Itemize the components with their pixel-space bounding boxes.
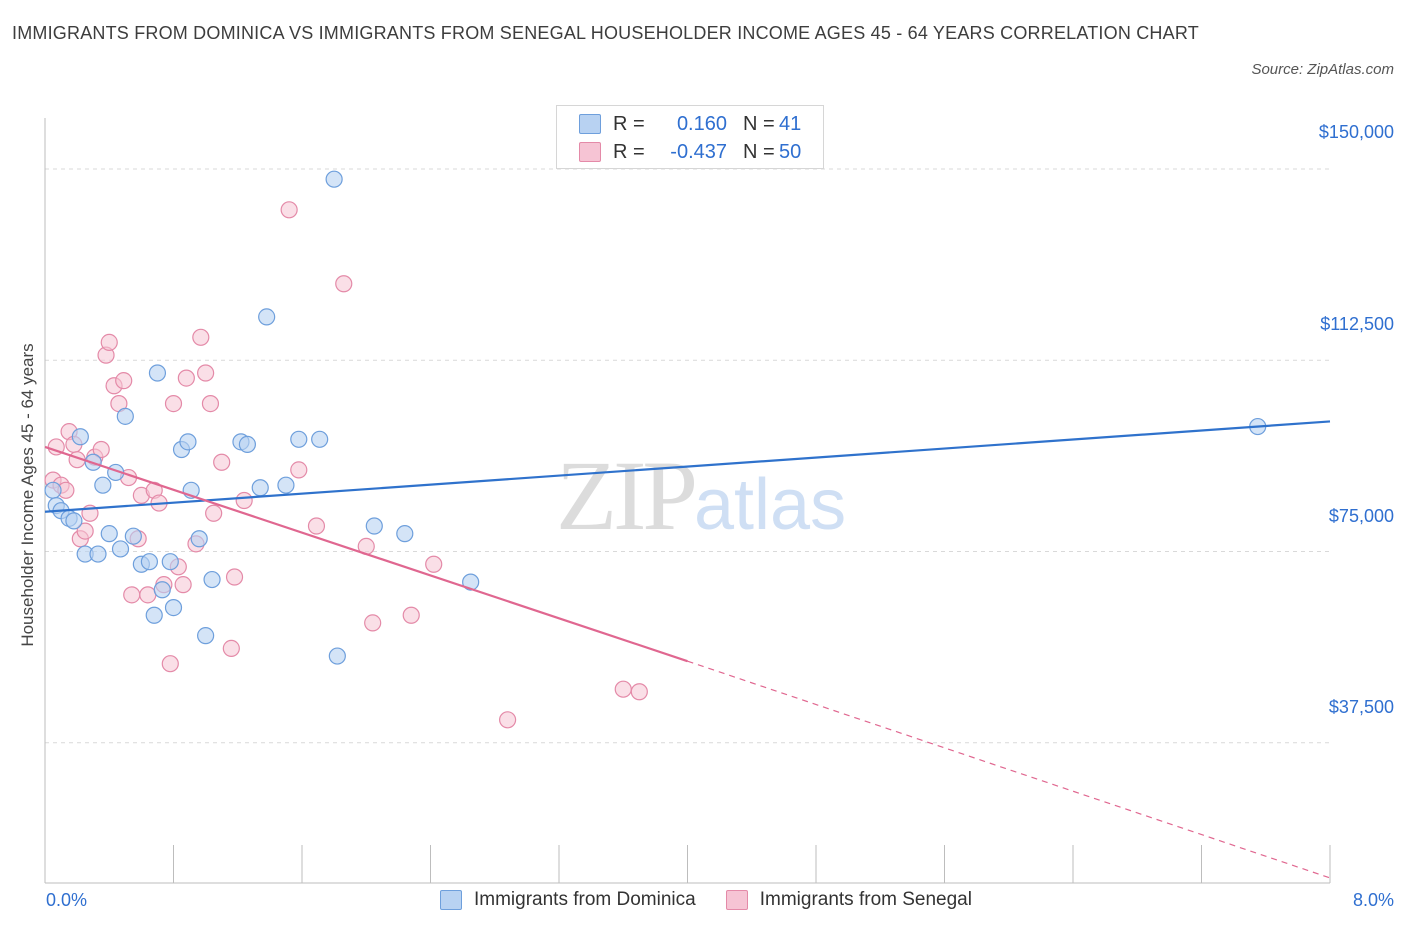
legend-swatch-dominica — [579, 114, 601, 134]
dominica-point — [164, 598, 183, 617]
legend-n-label: N = — [743, 140, 775, 163]
senegal-point — [192, 328, 210, 346]
dominica-point — [197, 627, 215, 645]
senegal-point — [225, 568, 244, 586]
senegal-point — [115, 372, 133, 390]
dominica-point — [251, 479, 269, 497]
senegal-trend-line — [44, 445, 688, 663]
dominica-point — [203, 570, 221, 589]
dominica-point — [94, 476, 112, 494]
dominica-point — [148, 364, 167, 382]
y-tick-label-112500: $112,500 — [1320, 314, 1394, 334]
series-legend-swatch-senegal — [725, 890, 748, 910]
dominica-point — [325, 170, 343, 188]
senegal-point — [222, 639, 240, 658]
dominica-point — [111, 540, 130, 558]
senegal-point — [402, 606, 420, 624]
senegal-point — [161, 655, 179, 673]
series-legend-swatch-dominica — [440, 890, 462, 910]
dominica-point — [44, 481, 62, 499]
dominica-point — [328, 647, 346, 665]
y-tick-label-150000: $150,000 — [1318, 122, 1394, 142]
senegal-point — [425, 555, 443, 573]
senegal-point — [123, 586, 141, 604]
x-tick-label-max: 8.0% — [1352, 890, 1394, 910]
legend-r-label: R = — [613, 140, 645, 163]
source-label: Source: ZipAtlas.com — [1251, 61, 1394, 78]
y-tick-label-75000: $75,000 — [1328, 506, 1394, 526]
senegal-point — [92, 440, 110, 459]
dominica-point — [190, 530, 208, 548]
senegal-point — [177, 369, 195, 387]
series-legend-label-senegal: Immigrants from Senegal — [759, 889, 972, 910]
senegal-point — [164, 395, 183, 413]
senegal-point — [290, 461, 308, 479]
senegal-point — [499, 711, 517, 729]
senegal-point — [307, 517, 326, 535]
y-tick-label-37500: $37,500 — [1328, 697, 1394, 717]
senegal-point — [213, 453, 231, 471]
legend-row-senegal: R = -0.437 N = 50 — [579, 140, 801, 164]
legend-r-value: -0.437 — [670, 140, 727, 163]
dominica-point — [145, 606, 163, 624]
senegal-point — [139, 586, 157, 604]
dominica-point — [116, 407, 134, 425]
dominica-point — [258, 308, 276, 326]
dominica-point — [89, 545, 107, 563]
dominica-point — [290, 430, 308, 448]
watermark-atlas: atlas — [694, 465, 847, 545]
dominica-point — [311, 430, 329, 448]
dominica-point — [100, 525, 118, 543]
legend-n-label: N = — [743, 112, 775, 135]
legend-r-label: R = — [613, 112, 645, 135]
senegal-point — [174, 576, 192, 594]
legend-swatch-senegal — [579, 142, 601, 162]
senegal-point — [201, 395, 220, 413]
dominica-point — [153, 581, 171, 599]
senegal-point — [197, 364, 215, 382]
dominica-point — [365, 517, 383, 535]
legend-row-dominica: R = 0.160 N = 41 — [579, 112, 801, 136]
watermark: ZIPatlas — [556, 438, 846, 553]
x-tick-label-min: 0.0% — [46, 890, 88, 910]
senegal-point — [280, 201, 298, 219]
dominica-point — [277, 476, 295, 494]
series-legend-item-dominica: Immigrants from Dominica — [440, 889, 696, 911]
senegal-point — [364, 614, 382, 632]
dominica-point — [71, 428, 89, 446]
watermark-zip: ZIP — [556, 440, 698, 551]
dominica-point — [140, 553, 159, 571]
dominica-point — [238, 435, 256, 453]
senegal-trend-extension — [687, 660, 1331, 879]
dominica-point — [65, 512, 83, 530]
stats-legend: R = 0.160 N = 41 R = -0.437 N = 50 — [556, 105, 824, 169]
chart-title: IMMIGRANTS FROM DOMINICA VS IMMIGRANTS F… — [12, 23, 1199, 43]
series-legend-label-dominica: Immigrants from Dominica — [474, 889, 696, 910]
senegal-point — [76, 522, 94, 540]
legend-n-value: 50 — [779, 140, 802, 163]
senegal-point — [614, 680, 632, 698]
series-legend: Immigrants from Dominica Immigrants from… — [440, 889, 1002, 911]
dominica-point — [161, 553, 179, 571]
senegal-point — [630, 683, 648, 701]
series-legend-item-senegal: Immigrants from Senegal — [725, 889, 972, 911]
dominica-point — [179, 433, 197, 451]
legend-r-value: 0.160 — [676, 112, 727, 135]
legend-n-value: 41 — [779, 112, 802, 135]
senegal-point — [335, 275, 353, 293]
dominica-point — [124, 527, 142, 545]
dominica-point — [396, 525, 414, 543]
senegal-point — [235, 491, 253, 510]
dominica-point — [462, 573, 480, 591]
senegal-point — [205, 504, 223, 522]
senegal-point — [100, 333, 118, 351]
dominica-trend-line — [44, 420, 1331, 513]
